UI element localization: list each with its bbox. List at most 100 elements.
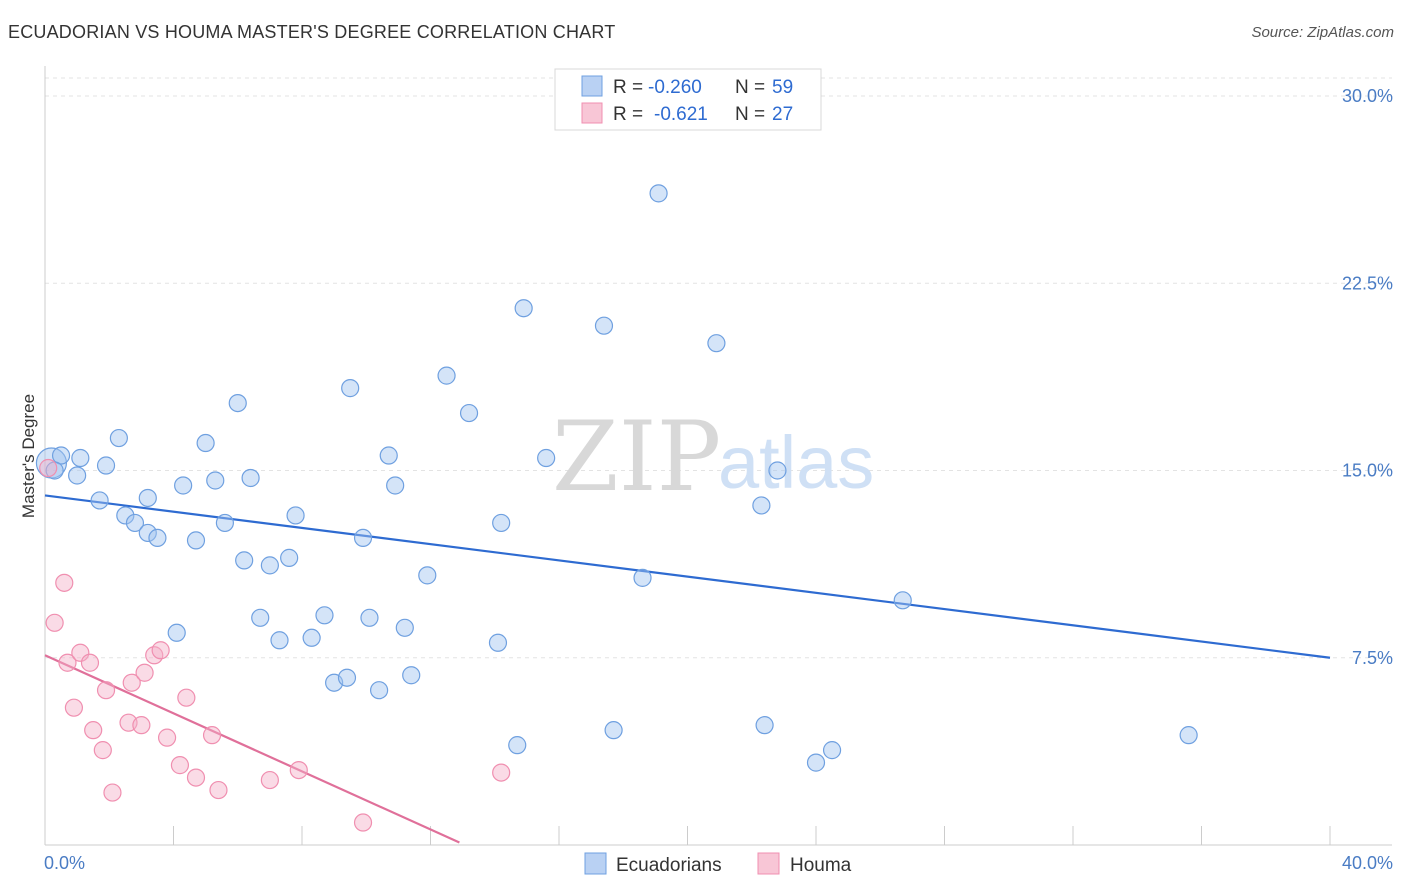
watermark-zip: ZIP bbox=[552, 401, 721, 513]
y-tick-label: 15.0% bbox=[1342, 461, 1393, 481]
ecuadorian-point bbox=[315, 606, 334, 625]
series-legend-label-ecuadorians: Ecuadorians bbox=[616, 855, 722, 876]
series-legend-swatch-ecuadorians bbox=[584, 852, 607, 875]
ecuadorian-point bbox=[71, 448, 90, 468]
houma-point bbox=[58, 653, 77, 672]
ecuadorian-point bbox=[341, 379, 360, 398]
series-legend: Ecuadorians Houma bbox=[584, 852, 852, 876]
houma-point bbox=[132, 716, 151, 735]
ecuadorian-point bbox=[196, 433, 215, 453]
axis-ticks: 7.5% 15.0% 22.5% 30.0% 0.0% 40.0% bbox=[44, 86, 1393, 873]
ecuadorian-point bbox=[215, 513, 234, 533]
x-tick-label: 40.0% bbox=[1342, 853, 1393, 873]
ecuadorian-point bbox=[395, 618, 414, 637]
data-points bbox=[35, 184, 1198, 832]
ecuadorian-point bbox=[235, 551, 254, 570]
legend-n-label-1: N = bbox=[735, 77, 765, 98]
ecuadorian-point bbox=[260, 556, 279, 575]
ecuadorian-point bbox=[167, 623, 186, 642]
houma-point bbox=[151, 641, 170, 660]
y-tick-label: 7.5% bbox=[1352, 648, 1393, 668]
ecuadorian-point bbox=[96, 456, 116, 475]
ecuadorian-point bbox=[206, 471, 225, 490]
legend-r-value-1: -0.260 bbox=[648, 77, 702, 98]
legend-n-value-2: 27 bbox=[772, 104, 793, 125]
ecuadorian-point bbox=[109, 428, 128, 448]
houma-point bbox=[135, 663, 154, 682]
houma-point bbox=[96, 681, 116, 700]
ecuadorian-point bbox=[488, 633, 508, 652]
ecuadorian-point bbox=[707, 334, 726, 353]
houma-point bbox=[45, 613, 64, 632]
ecuadorian-point bbox=[337, 668, 357, 687]
ecuadorian-point bbox=[508, 736, 527, 755]
ecuadorian-point bbox=[51, 446, 71, 465]
houma-point bbox=[71, 643, 90, 662]
ecuadorian-point bbox=[768, 461, 787, 480]
ecuadorian-point bbox=[386, 476, 405, 495]
ecuadorian-point bbox=[286, 506, 305, 525]
ecuadorian-point bbox=[148, 528, 167, 548]
ecuadorian-point bbox=[755, 716, 774, 735]
ecuadorian-point bbox=[280, 548, 299, 567]
chart-title: ECUADORIAN VS HOUMA MASTER'S DEGREE CORR… bbox=[8, 22, 616, 42]
x-tick-label: 0.0% bbox=[44, 853, 85, 873]
ecuadorian-point bbox=[174, 476, 193, 495]
houma-point bbox=[186, 768, 206, 787]
ecuadorian-point bbox=[186, 531, 206, 550]
legend-n-label-2: N = bbox=[735, 104, 765, 125]
houma-point bbox=[84, 721, 103, 740]
y-tick-label: 22.5% bbox=[1342, 273, 1393, 293]
y-axis-title: Master's Degree bbox=[19, 394, 38, 518]
ecuadorian-point bbox=[492, 513, 511, 533]
houma-point bbox=[202, 726, 222, 745]
ecuadorian-point bbox=[138, 523, 157, 543]
legend-swatch-ecuadorians bbox=[581, 75, 603, 97]
ecuadorian-point bbox=[514, 299, 533, 318]
series-legend-label-houma: Houma bbox=[790, 855, 852, 876]
ecuadorian-point bbox=[370, 681, 389, 700]
ecuadorian-point bbox=[360, 608, 379, 627]
series-legend-swatch-houma bbox=[757, 852, 780, 875]
houma-point bbox=[209, 780, 228, 800]
ecuadorian-point bbox=[633, 568, 652, 587]
houma-point bbox=[55, 573, 74, 592]
ecuadorian-point bbox=[537, 448, 556, 468]
ecuadorian-point bbox=[604, 721, 623, 740]
ecuadorian-trend-line bbox=[44, 494, 1331, 659]
ecuadorian-point bbox=[822, 741, 842, 760]
ecuadorian-point bbox=[893, 591, 912, 610]
legend-r-label-1: R = bbox=[613, 77, 643, 98]
legend-r-value-2: -0.621 bbox=[654, 104, 708, 125]
ecuadorian-point bbox=[752, 496, 771, 515]
trend-lines bbox=[44, 494, 1331, 844]
ecuadorian-point bbox=[90, 491, 109, 510]
ecuadorian-point bbox=[251, 608, 270, 627]
ecuadorian-point bbox=[649, 184, 668, 203]
houma-point bbox=[492, 763, 511, 782]
ecuadorian-point bbox=[228, 393, 247, 413]
gridlines bbox=[45, 77, 1392, 659]
legend-r-label-2: R = bbox=[613, 104, 643, 125]
ecuadorian-point bbox=[806, 753, 826, 772]
ecuadorian-point bbox=[116, 506, 135, 525]
houma-point bbox=[157, 728, 177, 747]
ecuadorian-point bbox=[594, 316, 614, 335]
ecuadorian-point bbox=[459, 403, 479, 423]
y-tick-label: 30.0% bbox=[1342, 86, 1393, 106]
legend-n-value-1: 59 bbox=[772, 77, 793, 98]
ecuadorian-point bbox=[68, 466, 87, 485]
ecuadorian-point bbox=[353, 528, 373, 548]
houma-point bbox=[39, 458, 58, 478]
ecuadorian-point bbox=[437, 366, 456, 385]
source-credit: Source: ZipAtlas.com bbox=[1251, 24, 1394, 41]
houma-point bbox=[103, 783, 122, 802]
houma-point bbox=[170, 756, 190, 775]
ecuadorian-point bbox=[418, 566, 437, 585]
ecuadorian-point bbox=[402, 666, 421, 685]
ecuadorian-point bbox=[241, 468, 260, 488]
ecuadorian-point bbox=[138, 488, 157, 508]
houma-point bbox=[289, 760, 308, 780]
ecuadorian-point bbox=[302, 628, 321, 647]
